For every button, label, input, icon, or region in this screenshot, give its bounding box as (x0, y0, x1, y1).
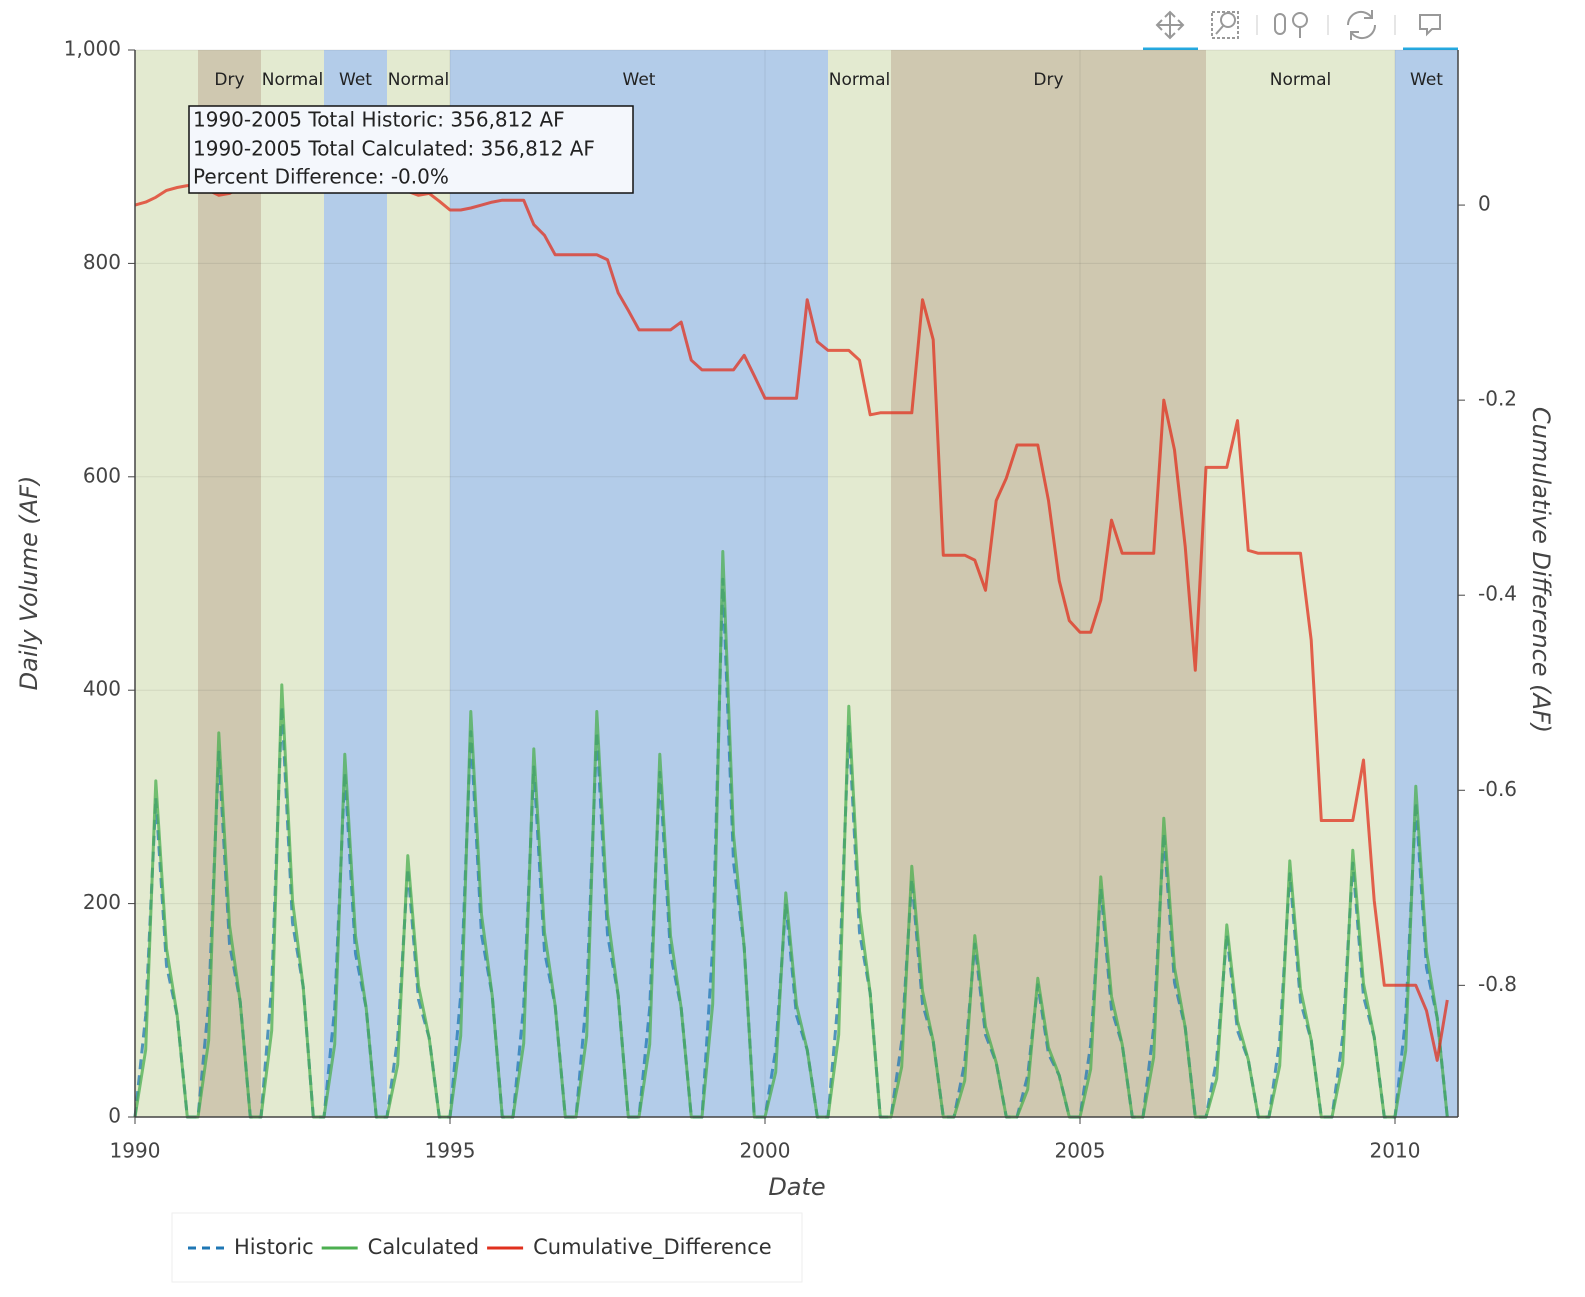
annotation-box: 1990-2005 Total Historic: 356,812 AF 199… (188, 105, 634, 194)
band-label: Normal (1270, 70, 1332, 90)
x-tick-label: 1990 (110, 1139, 161, 1163)
axes: 1990 1995 2000 2005 2010 0 200 400 600 800 1,000 -0… (64, 37, 1517, 1163)
bands: Dry Normal Wet Normal Wet Normal Dry Normal Wet (135, 50, 1458, 1117)
band (198, 50, 261, 1117)
band-label: Wet (623, 70, 656, 90)
band-label: Normal (262, 70, 324, 90)
y-tick-label: 800 (83, 250, 121, 274)
legend-label: Cumulative_Difference (533, 1235, 772, 1260)
y2-tick-label: -0.8 (1478, 972, 1517, 996)
legend-label: Calculated (368, 1235, 479, 1259)
band (261, 50, 324, 1117)
x-tick-label: 2000 (740, 1139, 791, 1163)
annotation-frame (188, 105, 634, 194)
band (828, 50, 891, 1117)
annotation-line: Percent Difference: -0.0% (193, 165, 449, 189)
wheel-zoom-tool[interactable] (1274, 12, 1308, 38)
legend-items: Historic Calculated Cumulative_Difference (188, 1235, 772, 1260)
band-label: Wet (1410, 70, 1443, 90)
y2-tick-label: 0 (1478, 192, 1491, 216)
legend (171, 1212, 803, 1283)
series-line (133, 550, 1449, 1119)
y-tick-label: 600 (83, 463, 121, 487)
band-label: Normal (388, 70, 450, 90)
annotation-line: 1990-2005 Total Historic: 356,812 AF (193, 108, 565, 132)
box-zoom-tool[interactable] (1211, 11, 1239, 39)
pan-tool[interactable] (1143, 10, 1198, 51)
band-label: Wet (339, 70, 372, 90)
y-tick-label: 0 (108, 1104, 121, 1128)
y-axis-label: Daily Volume (AF) (15, 476, 43, 691)
y-tick-label: 400 (83, 677, 121, 701)
band (891, 50, 1206, 1117)
y2-tick-label: -0.6 (1478, 777, 1517, 801)
y-tick-label: 1,000 (64, 37, 121, 61)
y-tick-label: 200 (83, 890, 121, 914)
y2-tick-label: -0.2 (1478, 387, 1517, 411)
band (1206, 50, 1395, 1117)
band-label: Dry (1033, 70, 1063, 90)
x-tick-label: 2010 (1370, 1139, 1421, 1163)
band-label: Dry (214, 70, 244, 90)
legend-label: Historic (234, 1235, 314, 1259)
annotation-line: 1990-2005 Total Calculated: 356,812 AF (193, 137, 595, 161)
y2-tick-label: -0.4 (1478, 582, 1517, 606)
reset-tool[interactable] (1346, 10, 1377, 40)
y2-axis-label: Cumulative Difference (AF) (1527, 407, 1555, 733)
band (450, 50, 828, 1117)
hover-tool[interactable] (1403, 14, 1458, 51)
toolbar (1143, 10, 1458, 51)
x-axis-label: Date (768, 1173, 825, 1201)
x-tick-label: 2005 (1055, 1139, 1106, 1163)
x-tick-label: 1995 (425, 1139, 476, 1163)
band (387, 50, 450, 1117)
band-label: Normal (829, 70, 891, 90)
